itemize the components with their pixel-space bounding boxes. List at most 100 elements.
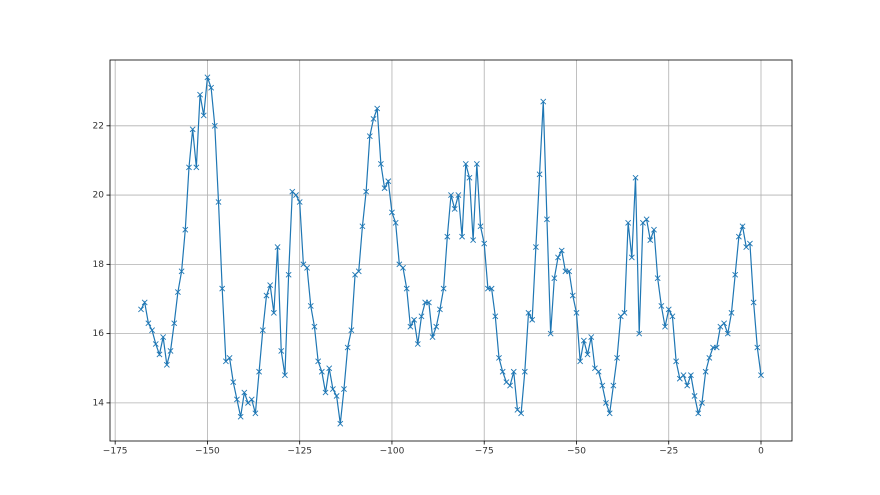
marker	[355, 268, 362, 275]
marker	[747, 240, 753, 247]
marker	[381, 185, 388, 192]
marker	[429, 334, 436, 341]
marker	[496, 354, 502, 361]
marker	[263, 292, 270, 299]
marker	[315, 358, 322, 365]
marker	[466, 174, 473, 181]
marker	[566, 268, 573, 275]
marker	[455, 192, 462, 199]
marker	[149, 327, 155, 334]
marker	[695, 410, 702, 417]
marker	[241, 389, 248, 396]
marker	[377, 160, 384, 167]
marker	[724, 330, 731, 337]
marker	[654, 275, 661, 282]
plot-frame	[109, 59, 793, 442]
marker	[204, 74, 211, 81]
marker	[156, 351, 163, 358]
marker	[477, 223, 484, 230]
marker	[658, 302, 665, 309]
marker	[473, 160, 480, 167]
marker	[599, 382, 606, 389]
x-tick-label: −125	[287, 447, 312, 457]
marker	[248, 396, 255, 403]
marker	[329, 386, 336, 392]
marker	[713, 344, 720, 351]
marker	[625, 219, 632, 226]
x-tick-label: −50	[567, 447, 586, 457]
marker	[551, 275, 558, 282]
marker	[270, 309, 277, 316]
marker	[403, 285, 410, 292]
marker	[492, 313, 499, 320]
marker	[732, 271, 739, 278]
marker	[532, 244, 539, 250]
marker	[389, 209, 395, 216]
marker	[208, 84, 215, 91]
marker	[296, 199, 303, 205]
marker	[215, 199, 222, 205]
marker	[200, 112, 207, 119]
marker	[171, 320, 178, 327]
marker	[141, 299, 148, 306]
marker	[518, 410, 525, 417]
marker	[691, 393, 698, 399]
marker	[643, 216, 650, 223]
marker	[728, 309, 735, 316]
marker	[555, 254, 561, 261]
x-tick-label: −175	[103, 447, 128, 457]
marker	[219, 285, 226, 292]
marker	[186, 164, 192, 171]
x-tick-label: −75	[475, 447, 494, 457]
marker	[425, 299, 432, 306]
marker	[569, 292, 576, 299]
marker	[510, 368, 517, 375]
marker	[481, 240, 488, 247]
marker	[603, 399, 609, 406]
marker	[580, 337, 587, 344]
marker	[311, 323, 318, 330]
marker	[293, 192, 299, 199]
y-tick-label: 20	[93, 191, 105, 201]
marker	[282, 372, 288, 379]
y-tick-label: 16	[93, 329, 105, 339]
marker	[702, 368, 709, 375]
marker	[418, 313, 425, 320]
marker	[529, 316, 536, 323]
marker	[167, 348, 174, 354]
marker	[614, 354, 620, 361]
marker	[662, 323, 668, 330]
marker	[684, 382, 691, 389]
marker	[304, 264, 310, 271]
marker	[536, 171, 543, 178]
marker	[451, 206, 458, 212]
marker	[584, 351, 591, 358]
marker	[138, 306, 144, 313]
marker	[145, 320, 152, 327]
marker	[437, 306, 443, 313]
marker	[621, 309, 628, 316]
x-tick-label: −25	[659, 447, 678, 457]
marker	[610, 382, 617, 389]
x-tick-label: −150	[195, 447, 220, 457]
marker	[237, 413, 244, 420]
y-tick-label: 14	[93, 398, 105, 408]
marker	[680, 372, 687, 379]
marker	[750, 299, 757, 306]
marker	[392, 219, 399, 226]
marker	[577, 358, 584, 365]
marker	[182, 226, 189, 233]
marker	[178, 268, 185, 275]
marker	[544, 216, 550, 223]
marker	[739, 223, 746, 230]
marker	[665, 306, 672, 313]
marker	[632, 174, 639, 181]
marker	[189, 126, 196, 133]
marker	[326, 365, 333, 372]
marker	[267, 282, 274, 289]
marker	[647, 237, 654, 244]
marker	[735, 233, 742, 240]
line	[140, 77, 762, 424]
marker	[754, 344, 761, 351]
